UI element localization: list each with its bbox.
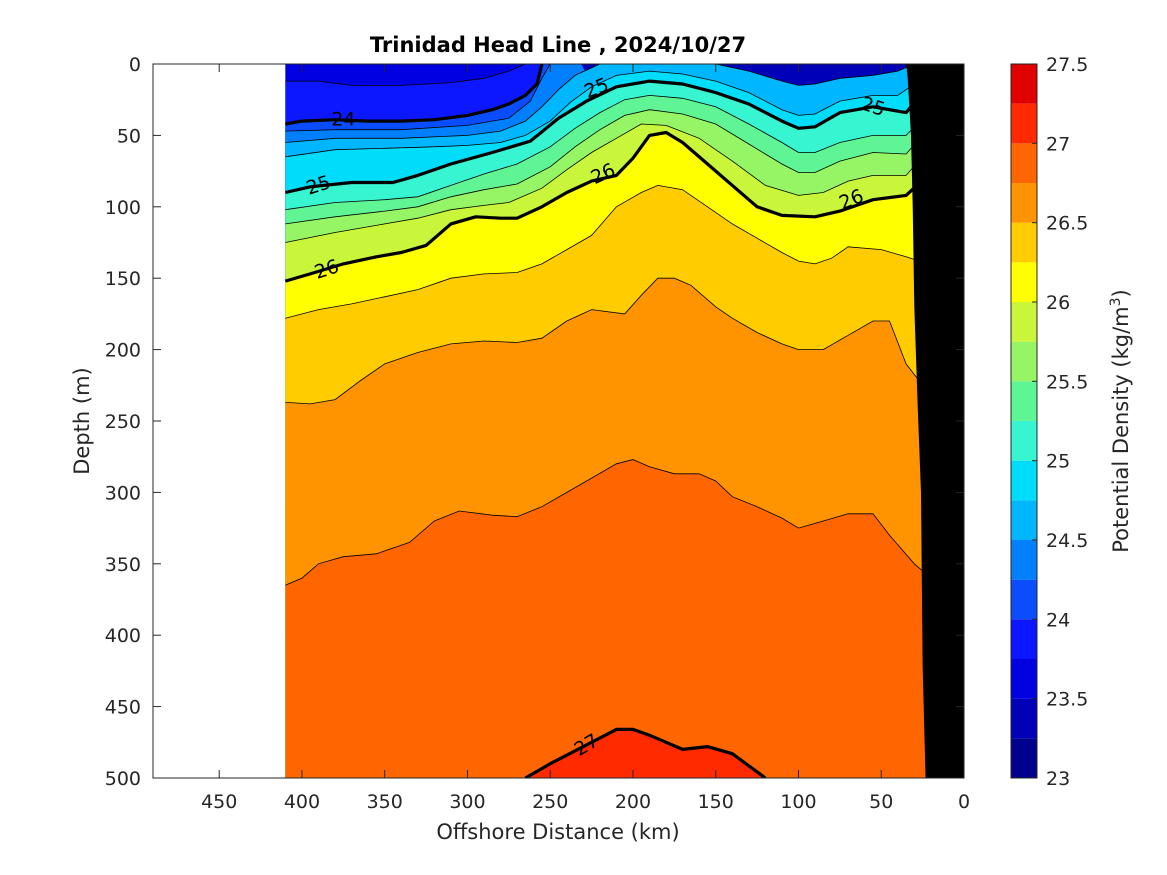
labeled-contour-24 [285,64,544,126]
y-axis-title: Depth (m) [70,367,94,474]
y-tick-label: 150 [105,268,141,290]
contour-line-24.5 [285,64,915,143]
colorbar-tick-label: 23.5 [1046,689,1088,711]
chart-title: Trinidad Head Line , 2024/10/27 [370,33,746,57]
y-tick-label: 0 [129,54,141,76]
contour-label-group: 24 [331,109,355,131]
y-tick-label: 250 [105,411,141,433]
colorbar-tick-label: 27.5 [1046,54,1088,76]
colorbar-segment [1011,262,1037,302]
colorbar: 27.5 27 26.5 26 25.5 25 24.5 24 23.5 23 [1010,54,1088,790]
colorbar-segment [1011,183,1037,223]
x-tick-label: 200 [615,791,651,813]
colorbar-segment [1011,421,1037,461]
y-tick-label: 100 [105,197,141,219]
x-tick-label: 450 [201,791,237,813]
colorbar-title-end: ) [1109,289,1133,297]
x-tick-label: 50 [869,791,893,813]
labeled-contour-25 [285,64,936,195]
labeled-contour-27 [524,727,767,778]
colorbar-segment [1011,659,1037,699]
colorbar-segment [1011,738,1037,778]
contour-fills [285,64,964,778]
y-tick-label: 350 [105,554,141,576]
x-tick-label: 350 [367,791,403,813]
colorbar-segment [1011,302,1037,342]
colorbar-tick-label: 25 [1046,451,1070,473]
contour-line-25.5 [285,64,946,225]
contour-line-24.25 [285,64,551,132]
x-tick-label: 0 [958,791,970,813]
seabed [906,64,964,778]
colorbar-segment [1011,540,1037,580]
colorbar-title: Potential Density (kg/m3) [1108,289,1133,553]
colorbar-segment [1011,698,1037,739]
colorbar-segment [1011,103,1037,144]
contour-label-24: 24 [331,109,355,131]
y-tick-label: 450 [105,697,141,719]
colorbar-tick-label: 24 [1046,609,1070,631]
x-tick-label: 250 [532,791,568,813]
colorbar-title-superscript: 3 [1108,297,1124,306]
contour-line-25.75 [285,64,951,243]
x-tick-label: 300 [449,791,485,813]
x-tick-label: 400 [284,791,320,813]
contour-line-24.75 [285,64,924,158]
bathymetry-mask [906,64,964,778]
colorbar-segment [1011,64,1037,104]
colorbar-segment [1011,222,1037,263]
colorbar-tick-label: 25.5 [1046,371,1088,393]
x-axis-title: Offshore Distance (km) [436,820,679,844]
y-tick-label: 200 [105,340,141,362]
colorbar-segment [1011,579,1037,620]
labeled-contour-lines [284,64,949,778]
colorbar-tick-label: 26.5 [1046,213,1088,235]
colorbar-segment [1011,381,1037,421]
contour-line-25.25 [285,64,940,211]
labeled-contour-26 [284,130,949,283]
y-axis: 0 50 100 150 200 250 300 350 400 450 500 [105,54,964,790]
y-tick-label: 400 [105,625,141,647]
fill-band-26.75 [285,64,964,778]
fill-band-27 [525,729,766,778]
colorbar-tick-label: 23 [1046,768,1070,790]
colorbar-segment [1011,619,1037,659]
colorbar-tick-label: 24.5 [1046,530,1088,552]
contour-line-23.75 [285,64,526,86]
y-tick-label: 300 [105,482,141,504]
x-tick-label: 100 [780,791,816,813]
colorbar-segment [1011,500,1037,540]
colorbar-tick-label: 26 [1046,292,1070,314]
contour-line-26.5 [285,64,961,405]
y-tick-label: 500 [105,768,141,790]
contour-line-26.75 [285,64,961,586]
x-axis: 450 400 350 300 250 200 150 100 50 0 [201,64,970,813]
contour-line-26.25 [285,64,958,319]
colorbar-segment [1011,460,1037,501]
thin-contour-lines [285,64,961,778]
colorbar-tick-label: 27 [1046,133,1070,155]
x-tick-label: 150 [698,791,734,813]
colorbar-segment [1011,143,1037,183]
colorbar-title-main: Potential Density (kg/m [1109,306,1133,552]
colorbar-frame [1010,63,1038,779]
y-tick-label: 50 [117,125,141,147]
colorbar-segment [1011,341,1037,382]
